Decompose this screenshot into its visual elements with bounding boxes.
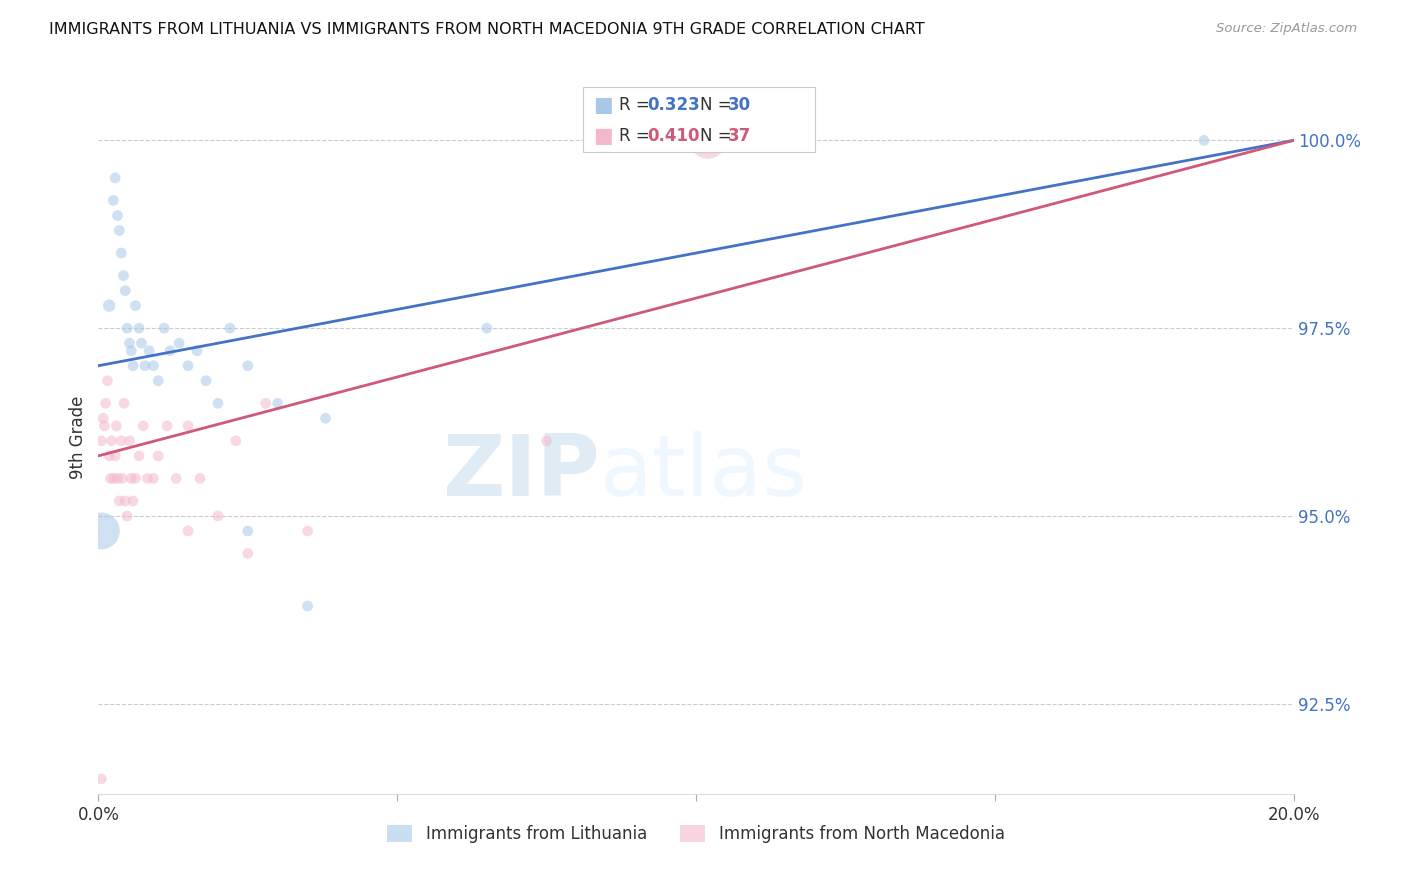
Point [98,299,121,313]
Point [122,494,145,508]
Point [148,449,170,463]
Point [225,434,247,448]
Point [120,471,142,485]
Text: 0.410: 0.410 [647,127,699,145]
Point [136,471,159,485]
Point [110,434,132,448]
Point [236,359,259,373]
Point [188,471,211,485]
Point [148,374,170,388]
Point [115,508,138,523]
Point [104,449,127,463]
Point [91,411,114,425]
Point [195,374,218,388]
Point [207,508,229,523]
Point [118,434,141,448]
Text: 0.323: 0.323 [647,96,700,114]
Point [108,223,131,237]
Point [105,418,128,433]
Point [98,449,121,463]
Point [96,374,118,388]
Point [165,471,187,485]
Text: N =: N = [700,96,737,114]
Point [108,494,131,508]
Text: N =: N = [700,127,737,145]
Point [156,418,179,433]
Point [475,321,498,335]
Point [167,336,190,351]
Point [186,343,208,358]
Text: 30: 30 [728,96,751,114]
Legend: Immigrants from Lithuania, Immigrants from North Macedonia: Immigrants from Lithuania, Immigrants fr… [381,818,1011,850]
Point [107,471,129,485]
Point [100,434,122,448]
Point [315,411,337,425]
Point [103,194,125,208]
Point [107,209,129,223]
Point [207,396,229,410]
Point [90,524,112,538]
Point [112,396,135,410]
Y-axis label: 9th Grade: 9th Grade [69,395,87,479]
Point [124,299,146,313]
Point [254,396,277,410]
Point [177,359,200,373]
Point [115,321,138,335]
Point [138,343,160,358]
Point [118,336,141,351]
Point [219,321,242,335]
Point [94,396,117,410]
Point [111,471,134,485]
Point [128,321,150,335]
Point [267,396,290,410]
Point [697,133,720,147]
Point [142,359,165,373]
Point [104,170,127,185]
Point [128,449,150,463]
Point [122,359,145,373]
Point [114,284,136,298]
Point [142,471,165,485]
Text: R =: R = [619,96,655,114]
Point [120,343,142,358]
Point [236,524,259,538]
Point [114,494,136,508]
Text: R =: R = [619,127,655,145]
Point [98,471,122,485]
Point [177,524,200,538]
Point [536,434,558,448]
Text: atlas: atlas [600,431,808,515]
Point [297,524,319,538]
Point [236,547,259,561]
Text: ■: ■ [593,126,613,145]
Text: ■: ■ [593,95,613,115]
Text: 37: 37 [728,127,752,145]
Point [297,599,319,613]
Point [90,434,112,448]
Point [159,343,181,358]
Point [177,418,200,433]
Point [134,359,156,373]
Point [132,418,155,433]
Point [124,471,146,485]
Point [153,321,176,335]
Text: Source: ZipAtlas.com: Source: ZipAtlas.com [1216,22,1357,36]
Point [90,772,112,786]
Point [110,246,132,260]
Point [131,336,153,351]
Text: ZIP: ZIP [443,431,600,515]
Point [112,268,135,283]
Point [1192,133,1215,147]
Point [103,471,125,485]
Point [93,418,115,433]
Text: IMMIGRANTS FROM LITHUANIA VS IMMIGRANTS FROM NORTH MACEDONIA 9TH GRADE CORRELATI: IMMIGRANTS FROM LITHUANIA VS IMMIGRANTS … [49,22,925,37]
